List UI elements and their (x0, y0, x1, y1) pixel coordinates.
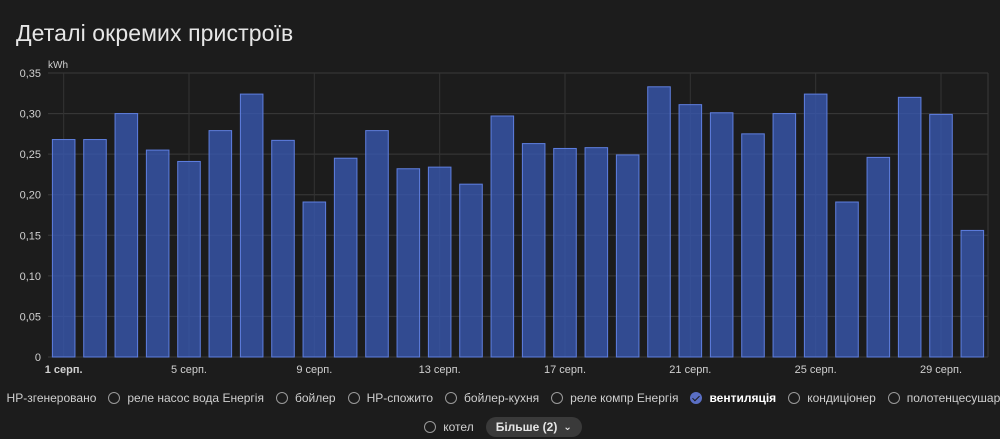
bar (678, 104, 703, 358)
bar (615, 154, 640, 358)
legend-item-hp-consumed[interactable]: HP-спожито (347, 391, 434, 405)
legend: HP-згенеровано реле насос вода Енергія б… (0, 387, 1000, 438)
bar (83, 139, 107, 358)
radio-icon (887, 392, 900, 404)
bar (396, 168, 421, 358)
legend-item-air-conditioner[interactable]: кондиціонер (788, 391, 876, 405)
y-axis-label: kWh (48, 60, 68, 71)
radio-icon (108, 392, 121, 404)
legend-label: HP-згенеровано (6, 391, 97, 405)
legend-item-boiler[interactable]: бойлер (275, 391, 336, 405)
bar (490, 115, 515, 358)
bar (553, 147, 577, 358)
more-button[interactable]: Більше (2) ⌄ (485, 417, 582, 437)
legend-label: полотенцесушарка (906, 391, 1000, 405)
y-tick-label: 0,35 (20, 68, 41, 80)
legend-item-furnace[interactable]: котел (424, 420, 474, 434)
x-tick-label: 5 серп. (171, 364, 207, 376)
checked-radio-icon (690, 392, 703, 404)
y-tick-label: 0,10 (20, 271, 41, 283)
radio-icon (275, 392, 288, 404)
legend-item-pump-relay[interactable]: реле насос вода Енергія (108, 391, 264, 405)
bar (239, 93, 264, 358)
y-tick-label: 0,25 (20, 149, 41, 161)
legend-label: HP-спожито (366, 391, 434, 405)
bar (114, 113, 139, 358)
y-tick-label: 0,15 (20, 230, 41, 242)
legend-label: реле насос вода Енергія (127, 391, 264, 405)
bar (960, 229, 985, 358)
legend-row-2: котел Більше (2) ⌄ (0, 416, 1000, 438)
x-tick-label: 9 серп. (296, 364, 332, 376)
radio-icon (424, 421, 437, 433)
bar (427, 166, 452, 358)
bar (929, 113, 953, 358)
chevron-down-icon: ⌄ (563, 421, 572, 433)
legend-label: реле компр Енергія (570, 391, 679, 405)
bar (333, 157, 358, 358)
radio-icon (551, 392, 564, 404)
card-title: Деталі окремих пристроїв (16, 20, 294, 46)
x-tick-label: 21 серп. (669, 364, 711, 376)
y-tick-label: 0,30 (20, 109, 41, 121)
bar (177, 160, 201, 358)
legend-item-hp-generated[interactable]: HP-згенеровано (0, 391, 97, 405)
y-tick-label: 0,05 (20, 311, 41, 323)
x-tick-label: 25 серп. (795, 364, 837, 376)
bar (208, 130, 233, 358)
bar (647, 86, 671, 358)
legend-label: бойлер (294, 391, 336, 405)
bar (521, 143, 546, 358)
legend-item-compressor-relay[interactable]: реле компр Енергія (551, 391, 678, 405)
y-tick-label: 0 (35, 352, 41, 364)
bar (835, 201, 859, 358)
x-tick-label: 17 серп. (544, 364, 586, 376)
x-tick-label: 1 серп. (45, 364, 83, 376)
legend-label: кондиціонер (807, 391, 876, 405)
bar (145, 149, 170, 358)
legend-label: котел (443, 420, 474, 434)
bar (302, 201, 327, 358)
radio-icon (347, 392, 360, 404)
radio-icon (445, 392, 458, 404)
legend-label: бойлер-кухня (464, 391, 540, 405)
bar (709, 112, 734, 358)
bar (866, 156, 891, 358)
bar (741, 133, 765, 358)
bar (459, 183, 483, 358)
bar (271, 139, 295, 358)
x-tick-label: 13 серп. (419, 364, 461, 376)
radio-icon (788, 392, 801, 404)
bar (803, 93, 828, 358)
y-tick-label: 0,20 (20, 190, 41, 202)
more-button-label: Більше (2) (495, 420, 558, 434)
legend-label: вентиляція (709, 391, 777, 405)
bar (584, 147, 609, 358)
bar-chart: 0 0,05 0,10 0,15 0,20 0,25 0,30 0,35 kWh 1 серп. 5… (20, 60, 989, 376)
legend-row-1: HP-згенеровано реле насос вода Енергія б… (0, 387, 1000, 409)
bar (772, 113, 797, 358)
legend-item-boiler-kitchen[interactable]: бойлер-кухня (445, 391, 539, 405)
legend-item-ventilation[interactable]: вентиляція (690, 391, 776, 405)
legend-item-towel-dryer[interactable]: полотенцесушарка (887, 391, 1000, 405)
x-tick-label: 29 серп. (920, 364, 962, 376)
bar (365, 130, 389, 358)
bar (897, 96, 922, 358)
bar (51, 139, 76, 358)
